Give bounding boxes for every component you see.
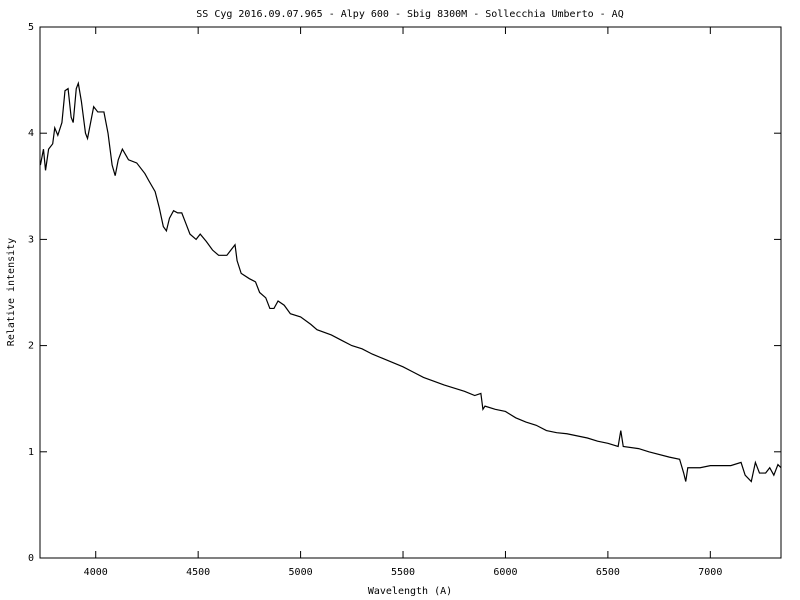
y-tick-label: 4 (28, 128, 34, 139)
chart-title: SS Cyg 2016.09.07.965 - Alpy 600 - Sbig … (196, 9, 623, 20)
x-tick-label: 5500 (391, 567, 415, 578)
plot-frame (39, 26, 782, 559)
y-tick-label: 5 (28, 22, 34, 33)
y-tick-label: 0 (28, 553, 34, 564)
x-tick-label: 6500 (596, 567, 620, 578)
y-tick-label: 3 (28, 234, 34, 245)
x-axis-label: Wavelength (A) (368, 586, 452, 597)
x-tick-label: 6000 (493, 567, 517, 578)
x-tick-label: 7000 (698, 567, 722, 578)
y-axis-label: Relative intensity (6, 238, 17, 346)
x-tick-label: 4000 (84, 567, 108, 578)
x-tick-label: 5000 (289, 567, 313, 578)
y-tick-label: 1 (28, 447, 34, 458)
spectrum-line (39, 81, 782, 483)
x-tick-label: 4500 (186, 567, 210, 578)
y-tick-label: 2 (28, 341, 34, 352)
